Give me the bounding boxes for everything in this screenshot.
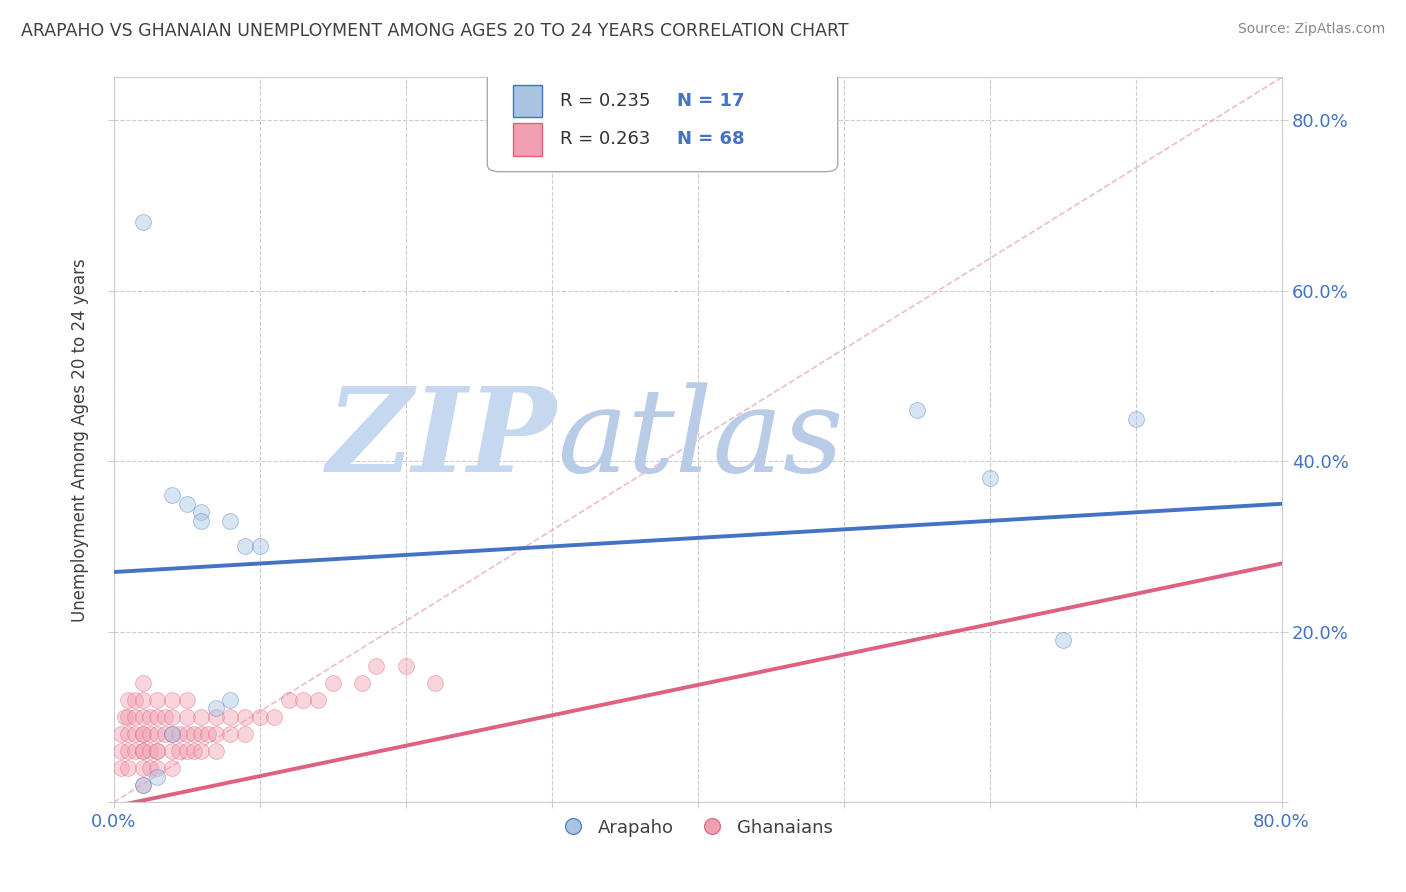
Text: N = 17: N = 17 — [676, 92, 744, 110]
Point — [114, 710, 136, 724]
Legend: Arapaho, Ghanaians: Arapaho, Ghanaians — [555, 810, 841, 844]
Point — [219, 514, 242, 528]
Point — [307, 693, 329, 707]
Point — [132, 761, 155, 775]
Point — [167, 727, 190, 741]
Point — [219, 693, 242, 707]
Point — [132, 693, 155, 707]
Point — [167, 744, 190, 758]
Point — [139, 710, 162, 724]
Point — [423, 676, 446, 690]
Y-axis label: Unemployment Among Ages 20 to 24 years: Unemployment Among Ages 20 to 24 years — [72, 258, 89, 622]
Point — [204, 710, 226, 724]
Point — [124, 710, 146, 724]
Point — [124, 744, 146, 758]
Point — [277, 693, 299, 707]
Point — [110, 761, 132, 775]
Point — [183, 727, 205, 741]
Point — [249, 710, 271, 724]
Point — [132, 778, 155, 792]
Point — [176, 497, 198, 511]
Point — [394, 658, 416, 673]
Point — [176, 744, 198, 758]
Text: Source: ZipAtlas.com: Source: ZipAtlas.com — [1237, 22, 1385, 37]
Point — [153, 727, 176, 741]
Point — [160, 761, 183, 775]
Point — [146, 744, 169, 758]
Point — [132, 676, 155, 690]
Point — [139, 761, 162, 775]
Point — [132, 710, 155, 724]
Point — [117, 761, 139, 775]
Point — [176, 693, 198, 707]
Point — [292, 693, 315, 707]
Point — [204, 727, 226, 741]
Point — [190, 710, 212, 724]
Point — [117, 727, 139, 741]
Point — [190, 744, 212, 758]
Point — [117, 693, 139, 707]
Point — [146, 744, 169, 758]
Text: R = 0.263: R = 0.263 — [560, 130, 650, 148]
Point — [350, 676, 373, 690]
Point — [132, 727, 155, 741]
Point — [139, 727, 162, 741]
Point — [110, 727, 132, 741]
Text: ARAPAHO VS GHANAIAN UNEMPLOYMENT AMONG AGES 20 TO 24 YEARS CORRELATION CHART: ARAPAHO VS GHANAIAN UNEMPLOYMENT AMONG A… — [21, 22, 849, 40]
Point — [233, 727, 256, 741]
Point — [905, 403, 928, 417]
Point — [219, 710, 242, 724]
Point — [219, 727, 242, 741]
Point — [204, 701, 226, 715]
Point — [190, 727, 212, 741]
Point — [124, 693, 146, 707]
Point — [183, 744, 205, 758]
Point — [139, 744, 162, 758]
Point — [146, 770, 169, 784]
Point — [160, 710, 183, 724]
Point — [153, 710, 176, 724]
Point — [146, 693, 169, 707]
Point — [233, 710, 256, 724]
Point — [117, 710, 139, 724]
Point — [132, 778, 155, 792]
Point — [110, 744, 132, 758]
Point — [160, 727, 183, 741]
Text: atlas: atlas — [557, 383, 844, 497]
Point — [132, 727, 155, 741]
Point — [366, 658, 388, 673]
Point — [160, 727, 183, 741]
Point — [263, 710, 285, 724]
Point — [176, 727, 198, 741]
Text: ZIP: ZIP — [328, 383, 557, 498]
Point — [160, 693, 183, 707]
Point — [132, 215, 155, 229]
Point — [132, 744, 155, 758]
Text: N = 68: N = 68 — [676, 130, 744, 148]
FancyBboxPatch shape — [488, 63, 838, 171]
Point — [124, 727, 146, 741]
Bar — [513, 85, 543, 118]
Point — [176, 710, 198, 724]
Point — [146, 761, 169, 775]
Point — [190, 514, 212, 528]
Point — [160, 488, 183, 502]
Point — [249, 540, 271, 554]
Point — [190, 505, 212, 519]
Text: R = 0.235: R = 0.235 — [560, 92, 650, 110]
Point — [1125, 411, 1147, 425]
Point — [197, 727, 219, 741]
Point — [979, 471, 1001, 485]
Point — [322, 676, 344, 690]
Point — [160, 744, 183, 758]
Point — [1052, 633, 1074, 648]
Point — [146, 727, 169, 741]
Point — [146, 710, 169, 724]
Point — [132, 744, 155, 758]
Point — [204, 744, 226, 758]
Bar — [513, 123, 543, 156]
Point — [117, 744, 139, 758]
Point — [233, 540, 256, 554]
